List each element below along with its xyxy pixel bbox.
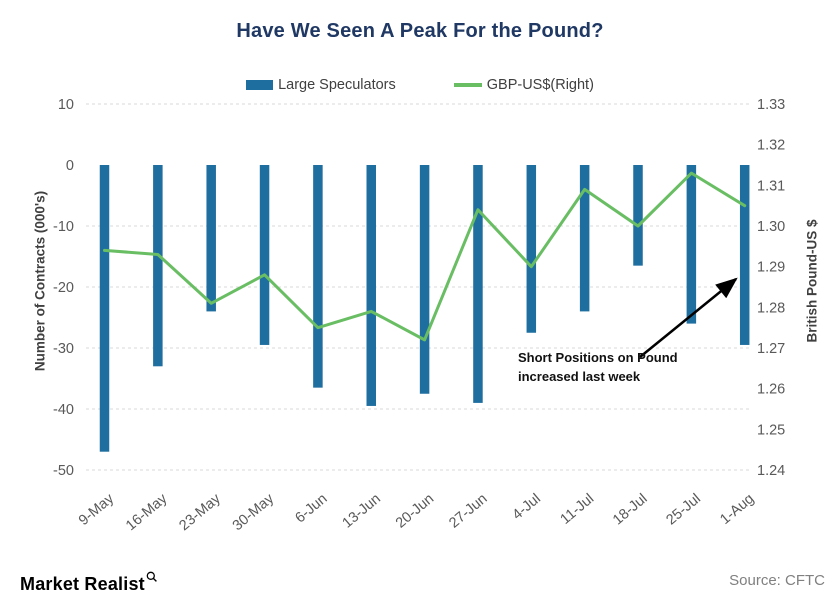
bar-large-speculators — [473, 165, 483, 403]
annotation-text: Short Positions on Pound increased last … — [518, 348, 678, 386]
legend-label-large-speculators: Large Speculators — [278, 77, 396, 93]
x-axis-label: 11-Jul — [558, 491, 598, 528]
x-axis-label: 18-Jul — [610, 491, 651, 529]
gbp-usd-line — [103, 171, 747, 342]
right-axis-tick: 1.31 — [757, 178, 785, 194]
right-axis-tick: 1.32 — [757, 138, 785, 154]
x-axis-label: 27-Jun — [446, 491, 490, 532]
left-axis-tick: -10 — [53, 219, 74, 235]
x-axis-label: 1-Aug — [717, 491, 757, 528]
left-axis-tick: -50 — [53, 463, 74, 479]
legend: Large Speculators GBP-US$(Right) — [0, 77, 840, 93]
x-axis-label: 9-May — [76, 490, 118, 529]
annotation-line2: increased last week — [518, 369, 641, 384]
bar-large-speculators — [419, 165, 430, 394]
legend-item-large-speculators: Large Speculators — [246, 77, 396, 93]
right-axis-tick: 1.24 — [757, 463, 785, 479]
left-axis-tick: -40 — [53, 402, 74, 418]
right-axis-tick: 1.33 — [757, 97, 785, 113]
left-axis-tick: -20 — [53, 280, 74, 296]
annotation-line1: Short Positions on Pound — [518, 350, 678, 365]
x-axis-label: 4-Jul — [510, 491, 544, 523]
bar-large-speculators — [739, 165, 750, 345]
right-axis-tick: 1.28 — [757, 300, 785, 316]
bar-large-speculators — [579, 165, 590, 312]
legend-line-swatch — [453, 83, 482, 87]
bar-large-speculators — [99, 165, 110, 452]
x-axis-label: 30-May — [230, 490, 278, 534]
right-axis-tick: 1.25 — [757, 422, 785, 438]
left-axis-tick: 10 — [58, 97, 74, 113]
legend-label-gbp-usd: GBP-US$(Right) — [486, 77, 594, 93]
chart-title: Have We Seen A Peak For the Pound? — [236, 20, 604, 42]
x-axis-label: 23-May — [176, 490, 224, 534]
right-axis-tick: 1.30 — [757, 219, 785, 235]
bar-large-speculators — [686, 165, 697, 324]
bar-large-speculators — [153, 165, 163, 367]
bar-large-speculators — [313, 165, 323, 388]
left-axis-tick: 0 — [66, 158, 74, 174]
left-axis-tick: -30 — [53, 341, 74, 357]
magnifier-icon — [146, 567, 158, 588]
x-axis-label: 13-Jun — [340, 491, 384, 532]
x-axis-label: 20-Jun — [393, 491, 437, 532]
x-axis-label: 25-Jul — [663, 491, 704, 529]
right-axis-tick: 1.26 — [757, 382, 785, 398]
x-axis-label: 6-Jun — [292, 491, 330, 527]
brand-logo: Market Realist — [20, 567, 158, 595]
bar-large-speculators — [366, 165, 376, 406]
bar-large-speculators — [259, 165, 270, 345]
source-credit: Source: CFTC — [729, 572, 825, 589]
right-axis-tick: 1.29 — [757, 260, 785, 276]
bar-large-speculators — [206, 165, 216, 312]
x-axis-label: 16-May — [123, 490, 171, 534]
bar-large-speculators — [633, 165, 643, 266]
right-axis-tick: 1.27 — [757, 341, 785, 357]
bar-large-speculators — [526, 165, 537, 333]
brand-text: Market Realist — [20, 574, 145, 594]
legend-bar-swatch — [246, 80, 274, 90]
annotation-arrow — [639, 277, 738, 358]
legend-item-gbp-usd: GBP-US$(Right) — [453, 77, 594, 93]
